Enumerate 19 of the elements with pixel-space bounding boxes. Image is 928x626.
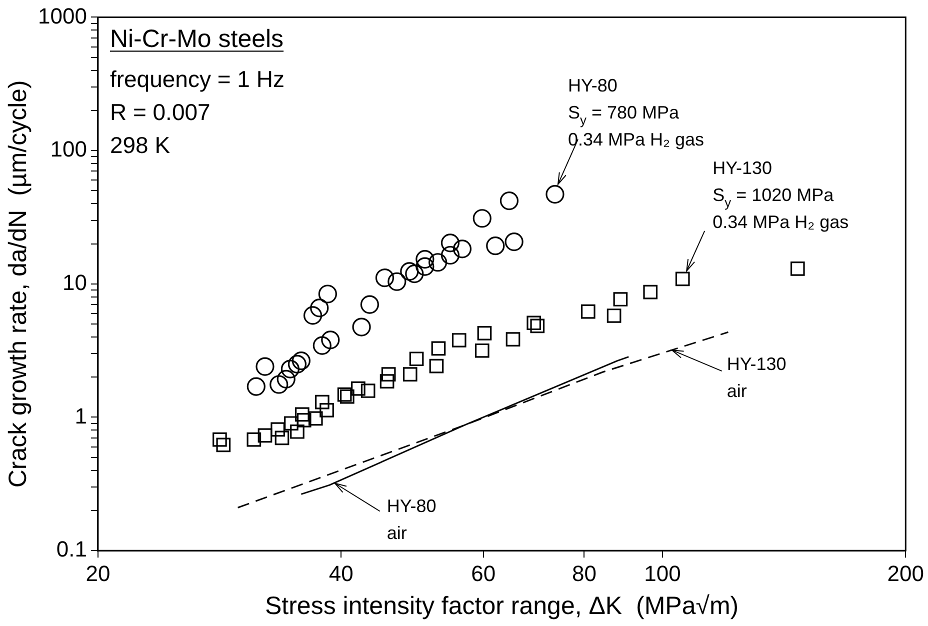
x-axis-title: Stress intensity factor range, ΔK (MPa√m) xyxy=(264,592,739,620)
x-tick-label: 200 xyxy=(887,560,924,586)
annotation: HY-130 air xyxy=(726,354,786,402)
x-tick-label: 80 xyxy=(572,560,596,586)
x-tick-label: 100 xyxy=(644,560,681,586)
annotation: Ni-Cr-Mo steels xyxy=(110,25,284,54)
y-tick-label: 10 xyxy=(62,270,87,295)
x-tick-label: 60 xyxy=(471,560,496,586)
annotation: 298 K xyxy=(110,132,171,158)
y-tick-label: 1 xyxy=(74,403,87,428)
x-tick-label: 20 xyxy=(86,560,110,586)
annotation: HY-80 air xyxy=(386,496,436,544)
y-tick-label: 0.1 xyxy=(56,536,87,562)
y-tick-label: 1000 xyxy=(38,3,87,28)
y-axis-title: Crack growth rate, da/dN (µm/cycle) xyxy=(4,80,32,488)
annotation: R = 0.007 xyxy=(110,99,210,126)
x-tick-label: 40 xyxy=(328,560,354,586)
annotation: frequency = 1 Hz xyxy=(110,66,284,92)
y-tick-label: 100 xyxy=(50,136,87,162)
